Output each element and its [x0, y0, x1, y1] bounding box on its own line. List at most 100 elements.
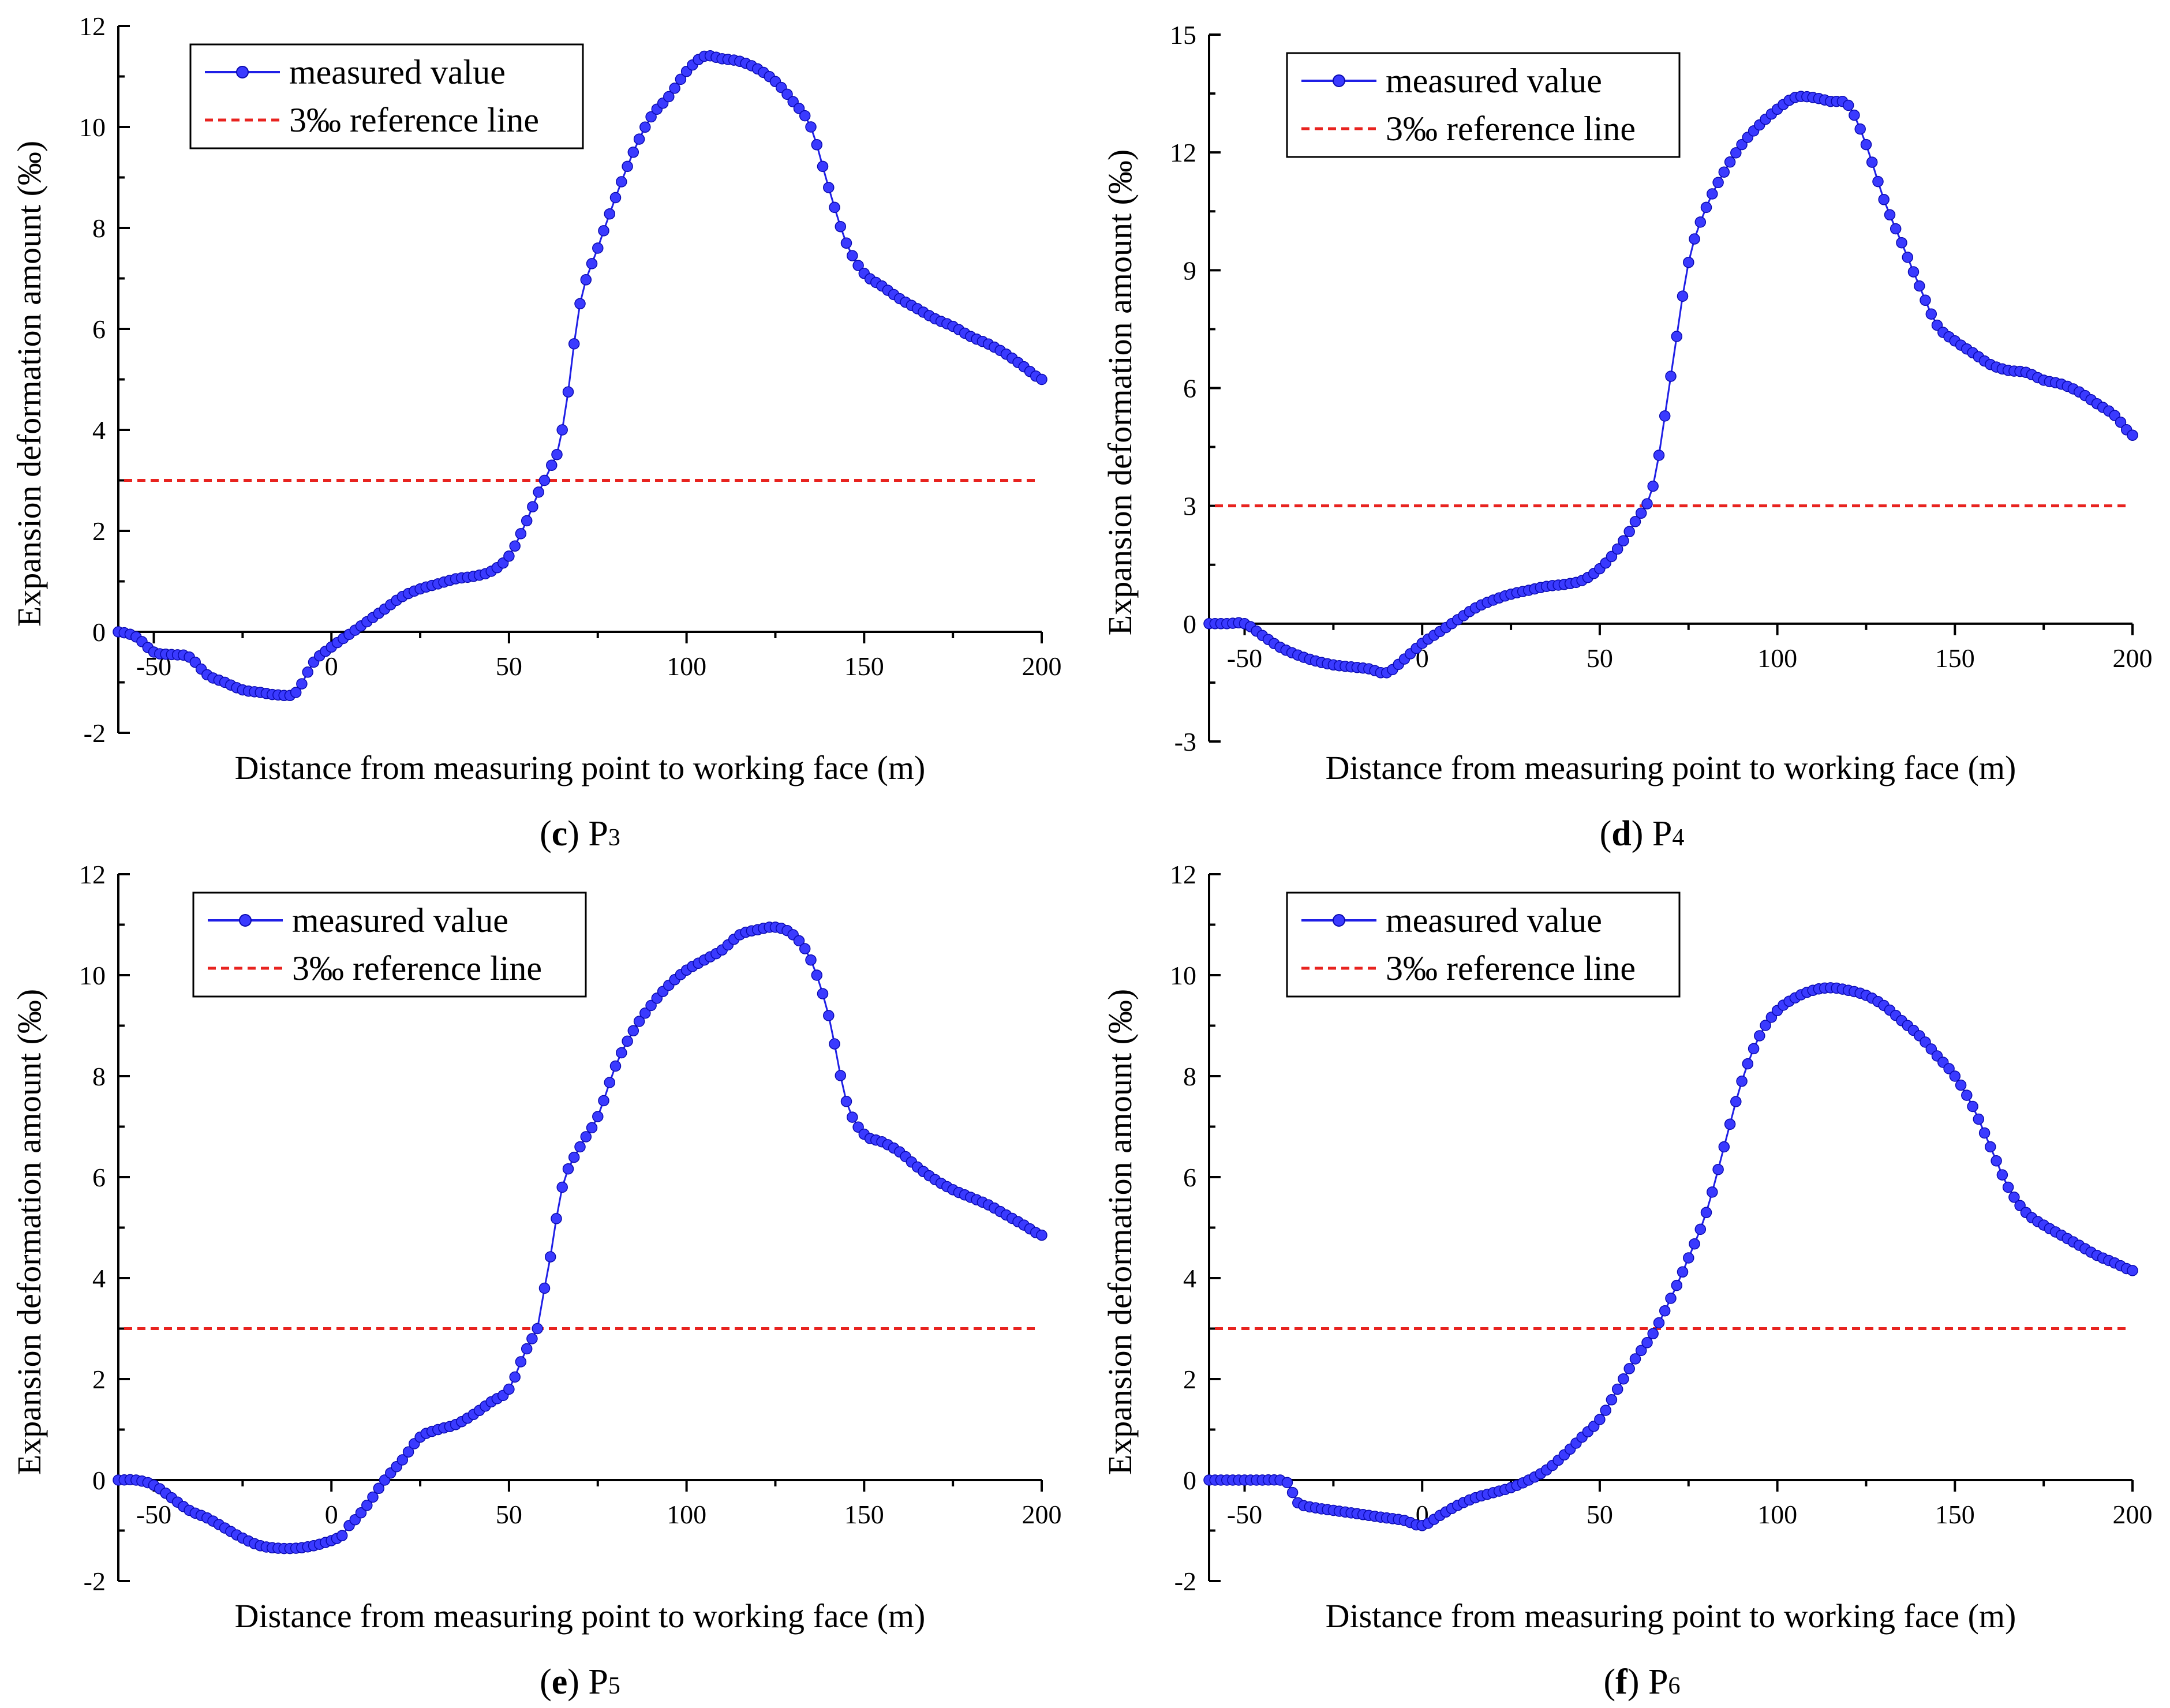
panel-d-legend-label-reference: 3‰ reference line: [1386, 110, 1636, 148]
panel-c-measured-point: [592, 242, 604, 254]
panel-c-xtick-label-3: 100: [667, 651, 706, 681]
panel-f-measured-point: [1724, 1118, 1736, 1130]
panel-c-measured-point: [799, 110, 811, 122]
panel-e-measured-point: [586, 1122, 598, 1134]
panel-d-ytick-label-6: 15: [1170, 20, 1196, 50]
panel-f-measured-point: [1286, 1486, 1299, 1499]
panel-d-xtick-label-5: 200: [2113, 643, 2153, 673]
panel-f-caption-letter: f: [1615, 1662, 1628, 1702]
panel-d-ytick-label-4: 9: [1183, 256, 1196, 285]
panel-c-measured-point: [823, 182, 835, 193]
panel-f-measured-point: [1653, 1317, 1665, 1329]
panel-c-measured-point: [515, 528, 527, 540]
panel-e-xlabel: Distance from measuring point to working…: [235, 1597, 926, 1635]
panel-f-ytick-label-3: 4: [1183, 1264, 1196, 1293]
panel-c-measured-point: [562, 386, 574, 398]
panel-e-caption: (e) P5: [540, 1662, 620, 1702]
panel-f-measured-point: [1689, 1238, 1700, 1250]
panel-f-legend-label-measured: measured value: [1386, 901, 1602, 939]
panel-f-xtick-label-4: 150: [1935, 1500, 1975, 1529]
panel-e-ytick-label-1: 0: [92, 1466, 106, 1495]
panel-d-plot: [1203, 91, 2138, 679]
panel-d-measured-point: [1641, 498, 1653, 510]
panel-f-measured-point: [1683, 1252, 1694, 1264]
panel-c-ytick-label-6: 10: [79, 113, 106, 142]
panel-e-measured-point: [1036, 1229, 1047, 1241]
panel-c-measured-point: [835, 220, 847, 233]
panel-c-ytick-label-1: 0: [92, 617, 106, 647]
panel-f-legend-label-reference: 3‰ reference line: [1386, 949, 1636, 987]
panel-c-measured-line: [118, 55, 1042, 696]
panel-d-xlabel: Distance from measuring point to working…: [1326, 749, 2016, 786]
panel-c-measured-point: [811, 139, 823, 151]
panel-e-measured-point: [580, 1131, 592, 1143]
panel-f-measured-point: [1707, 1186, 1718, 1198]
panel-d-measured-point: [1896, 237, 1907, 249]
panel-d-measured-point: [1635, 507, 1647, 519]
panel-c-measured-point: [663, 91, 675, 103]
panel-e-ytick-label-6: 10: [79, 961, 106, 990]
panel-f-measured-point: [2127, 1265, 2138, 1276]
panel-c-measured-point: [546, 459, 558, 471]
panel-c-measured-point: [793, 103, 805, 114]
panel-f-ytick-label-1: 0: [1183, 1466, 1196, 1495]
panel-d-measured-point: [1677, 290, 1689, 302]
panel-e-legend-label-reference: 3‰ reference line: [292, 949, 542, 987]
panel-e-xtick-label-3: 100: [667, 1500, 706, 1529]
panel-c-ytick-label-0: -2: [84, 718, 106, 748]
panel-c-measured-point: [521, 515, 533, 527]
panel-d-measured-point: [2115, 416, 2127, 428]
panel-e-measured-point: [562, 1163, 574, 1175]
panel-f-xlabel: Distance from measuring point to working…: [1326, 1597, 2016, 1635]
panel-f-measured-point: [1671, 1279, 1683, 1291]
panel-d-measured-point: [1842, 99, 1854, 111]
panel-e-measured-point: [645, 999, 657, 1012]
panel-d-measured-point: [1724, 156, 1736, 168]
panel-f-caption: (f) P6: [1604, 1662, 1681, 1702]
panel-d-measured-point: [1878, 194, 1890, 205]
panel-d-measured-point: [1683, 256, 1694, 268]
panel-c-xtick-label-4: 150: [844, 651, 884, 681]
panel-e-xtick-label-4: 150: [844, 1500, 884, 1529]
panel-f-legend-box: [1286, 892, 1681, 998]
panel-e-measured-point: [532, 1323, 543, 1335]
panel-c-caption-letter: c: [552, 814, 568, 853]
panel-e-measured-point: [604, 1077, 616, 1088]
panel-e-caption-letter: e: [552, 1662, 568, 1702]
panel-d-caption-letter: d: [1611, 814, 1631, 853]
panel-e-ytick-label-3: 4: [92, 1264, 106, 1293]
panel-f-xtick-label-2: 50: [1587, 1500, 1613, 1529]
panel-c-measured-point: [538, 474, 551, 486]
panel-c-measured-point: [290, 687, 302, 698]
panel-c-measured-point: [627, 147, 639, 158]
panel-e-measured-point: [829, 1038, 840, 1050]
panel-e-measured-point: [373, 1482, 385, 1494]
panel-e-measured-point: [805, 954, 817, 966]
panel-c-measured-point: [586, 258, 598, 269]
panel-d-legend-label-measured: measured value: [1386, 62, 1602, 100]
panel-d-measured-point: [1707, 188, 1718, 200]
panel-d-measured-point: [1694, 216, 1707, 228]
panel-c-caption-point: P: [588, 814, 608, 853]
panel-e-measured-point: [793, 935, 805, 947]
panel-d-measured-point: [2127, 429, 2138, 441]
panel-d-measured-point: [1890, 223, 1902, 235]
panel-c-legend-marker-measured: [236, 66, 249, 78]
panel-c-measured-point: [645, 111, 657, 123]
panel-e-measured-point: [592, 1111, 604, 1122]
panel-e-measured-point: [515, 1356, 527, 1368]
panel-c-xtick-label-1: 0: [325, 651, 338, 681]
panel-e-measured-point: [568, 1151, 580, 1163]
panel-d-measured-point: [1854, 123, 1866, 135]
panel-c-measured-point: [568, 338, 580, 350]
panel-f-ytick-label-5: 8: [1183, 1062, 1196, 1091]
panel-e-measured-point: [633, 1016, 645, 1027]
panel-f-measured-point: [1623, 1363, 1635, 1374]
panel-e-measured-point: [616, 1047, 627, 1059]
panel-c-xlabel: Distance from measuring point to working…: [235, 749, 926, 786]
panel-e-caption-sub: 5: [608, 1673, 620, 1699]
